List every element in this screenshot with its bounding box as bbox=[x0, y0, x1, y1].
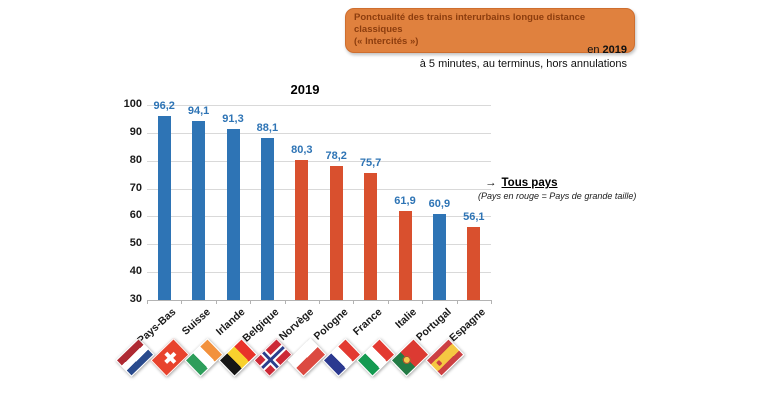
y-axis-labels: 100 90 80 70 60 50 40 30 bbox=[110, 98, 142, 305]
subtitle-year-prefix: en bbox=[587, 44, 600, 56]
bar-value-label: 94,1 bbox=[187, 105, 210, 118]
plot-area: 96,2 94,1 91,3 88,1 80,3 78,2 75,7 61,9 60,9 56,1 bbox=[147, 100, 492, 304]
bar-chart: 2019 100 90 80 70 60 50 40 30 96,2 94,1 91,3 88,1 8… bbox=[110, 82, 500, 392]
category-label: Pologne bbox=[311, 306, 351, 343]
x-axis-tick bbox=[284, 300, 286, 304]
gridline bbox=[147, 244, 491, 246]
chart-title: 2019 bbox=[290, 82, 320, 97]
flag-be-icon bbox=[218, 338, 258, 377]
x-axis-tick bbox=[147, 300, 148, 304]
bar-value-label: 56,1 bbox=[463, 211, 485, 224]
x-axis-tick bbox=[387, 300, 389, 304]
y-tick-label: 50 bbox=[129, 237, 142, 250]
arrow-right-icon: → bbox=[485, 177, 497, 189]
bar-value-label: 91,3 bbox=[222, 113, 244, 126]
x-axis-tick bbox=[181, 300, 183, 304]
gridline bbox=[147, 272, 491, 274]
x-axis-area: Pays-Bas Suisse Irlande Belgique Norvège Polo… bbox=[115, 300, 491, 392]
flag-fr-icon bbox=[322, 338, 362, 377]
category-label: Italie bbox=[393, 306, 420, 331]
y-tick-label: 60 bbox=[129, 209, 142, 222]
category-label: France bbox=[351, 306, 385, 338]
flag-pl-icon bbox=[287, 338, 327, 377]
x-axis-tick bbox=[491, 300, 492, 304]
x-axis-tick bbox=[353, 300, 355, 304]
x-axis-tick bbox=[422, 300, 424, 304]
y-tick-label: 100 bbox=[123, 98, 142, 110]
banner-line2: (« Intercités ») bbox=[354, 36, 419, 47]
subtitle-block: en 2019 à 5 minutes, au terminus, hors a… bbox=[420, 43, 627, 71]
y-tick-label: 80 bbox=[129, 153, 142, 166]
flag-it-icon bbox=[356, 338, 396, 377]
bar-nl bbox=[157, 115, 171, 300]
title-banner: Ponctualité des trains interurbains long… bbox=[345, 8, 635, 53]
y-tick-label: 70 bbox=[129, 181, 142, 194]
flag-es-icon bbox=[425, 338, 465, 377]
flag-no-icon bbox=[253, 338, 293, 377]
subtitle-year-value: 2019 bbox=[602, 44, 627, 56]
bar-value-label: 96,2 bbox=[153, 99, 175, 112]
gridline bbox=[147, 188, 491, 190]
y-tick-label: 40 bbox=[129, 265, 142, 278]
gridline bbox=[147, 160, 491, 162]
bar-value-label: 78,2 bbox=[325, 149, 347, 162]
legend-title: Tous pays bbox=[501, 177, 558, 189]
bar-value-label: 80,3 bbox=[291, 143, 313, 156]
subtitle-year-line: en 2019 bbox=[420, 43, 627, 57]
legend-title-line: → Tous pays bbox=[478, 177, 636, 189]
bar-value-label: 61,9 bbox=[394, 195, 416, 208]
legend-note: (Pays en rouge = Pays de grande taille) bbox=[478, 191, 637, 201]
subtitle-note: à 5 minutes, au terminus, hors annulatio… bbox=[419, 58, 627, 70]
x-axis-tick bbox=[250, 300, 252, 304]
gridline bbox=[147, 105, 491, 106]
flag-nl-icon bbox=[115, 338, 155, 377]
flag-ie-icon bbox=[184, 338, 224, 377]
bar-ch bbox=[192, 121, 206, 300]
flag-ch-icon bbox=[150, 338, 190, 377]
x-axis-tick bbox=[456, 300, 458, 304]
flag-pt-icon bbox=[390, 338, 430, 377]
bar-es bbox=[467, 227, 481, 300]
y-tick-label: 90 bbox=[129, 125, 142, 138]
gridline bbox=[147, 216, 491, 218]
banner-line1: Ponctualité des trains interurbains long… bbox=[354, 12, 586, 35]
bar-value-label: 60,9 bbox=[428, 197, 451, 210]
bar-no bbox=[295, 159, 309, 300]
bar-ie bbox=[226, 129, 240, 300]
bar-pt bbox=[432, 213, 446, 300]
gridline bbox=[147, 132, 491, 134]
bar-it bbox=[398, 211, 412, 300]
bar-value-label: 88,1 bbox=[256, 122, 279, 135]
bar-fr bbox=[364, 172, 378, 300]
bar-be bbox=[260, 138, 274, 300]
bar-pl bbox=[329, 165, 343, 300]
legend-annotation: → Tous pays (Pays en rouge = Pays de gran… bbox=[478, 177, 636, 201]
category-label: Espagne bbox=[447, 306, 488, 345]
category-label: Suisse bbox=[179, 306, 213, 338]
x-axis-tick bbox=[319, 300, 320, 304]
x-axis-tick bbox=[215, 300, 217, 304]
bar-value-label: 75,7 bbox=[359, 156, 382, 169]
y-tick-label: 30 bbox=[129, 293, 142, 305]
